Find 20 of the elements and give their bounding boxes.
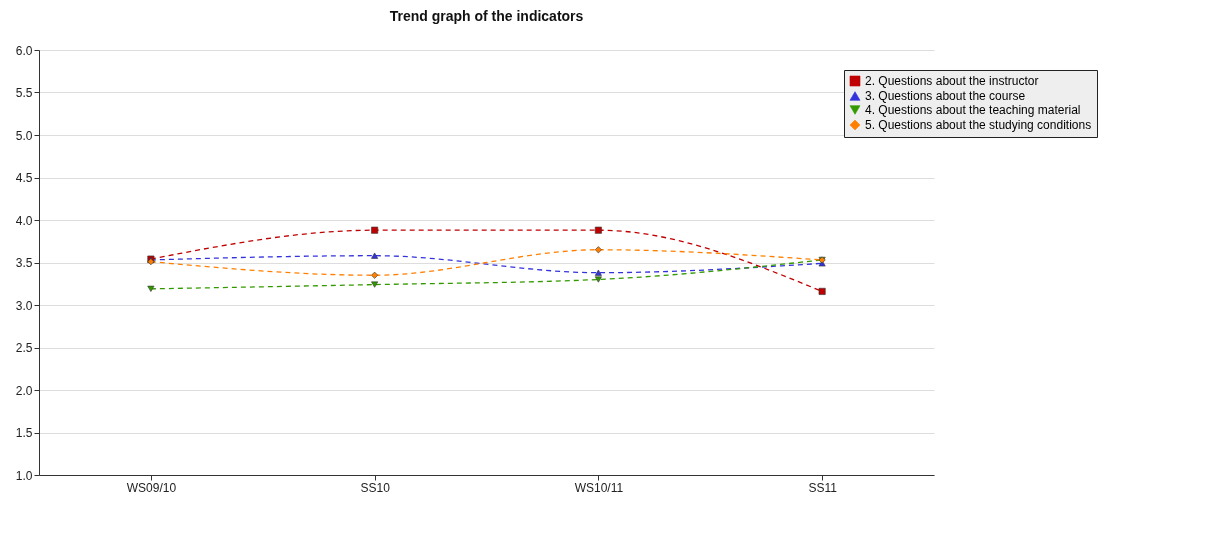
y-tick-label: 1.0 (15, 468, 33, 483)
y-tick-label: 1.5 (15, 426, 33, 440)
x-tick-label: WS10/11 (574, 480, 624, 495)
legend-label: 5. Questions about the studying conditions (865, 118, 1092, 132)
y-tick-label: 2.5 (15, 341, 33, 355)
y-tick-label: 4.0 (15, 213, 33, 228)
x-tick-label: SS10 (360, 480, 391, 495)
legend-label: 2. Questions about the instructor (865, 74, 1039, 88)
y-tick-label: 6.0 (15, 43, 33, 58)
y-tick-label: 5.0 (15, 128, 33, 143)
x-tick-label: WS09/10 (126, 480, 177, 495)
y-tick-label: 2.0 (15, 383, 33, 398)
legend-label: 3. Questions about the course (865, 89, 1026, 103)
legend-label: 4. Questions about the teaching material (865, 103, 1081, 117)
chart-title: Trend graph of the indicators (389, 8, 584, 24)
y-tick-label: 5.5 (15, 86, 33, 100)
x-tick-label: SS11 (808, 480, 838, 495)
y-tick-label: 3.5 (15, 256, 33, 270)
y-tick-label: 4.5 (15, 171, 33, 185)
y-tick-label: 3.0 (15, 298, 33, 313)
